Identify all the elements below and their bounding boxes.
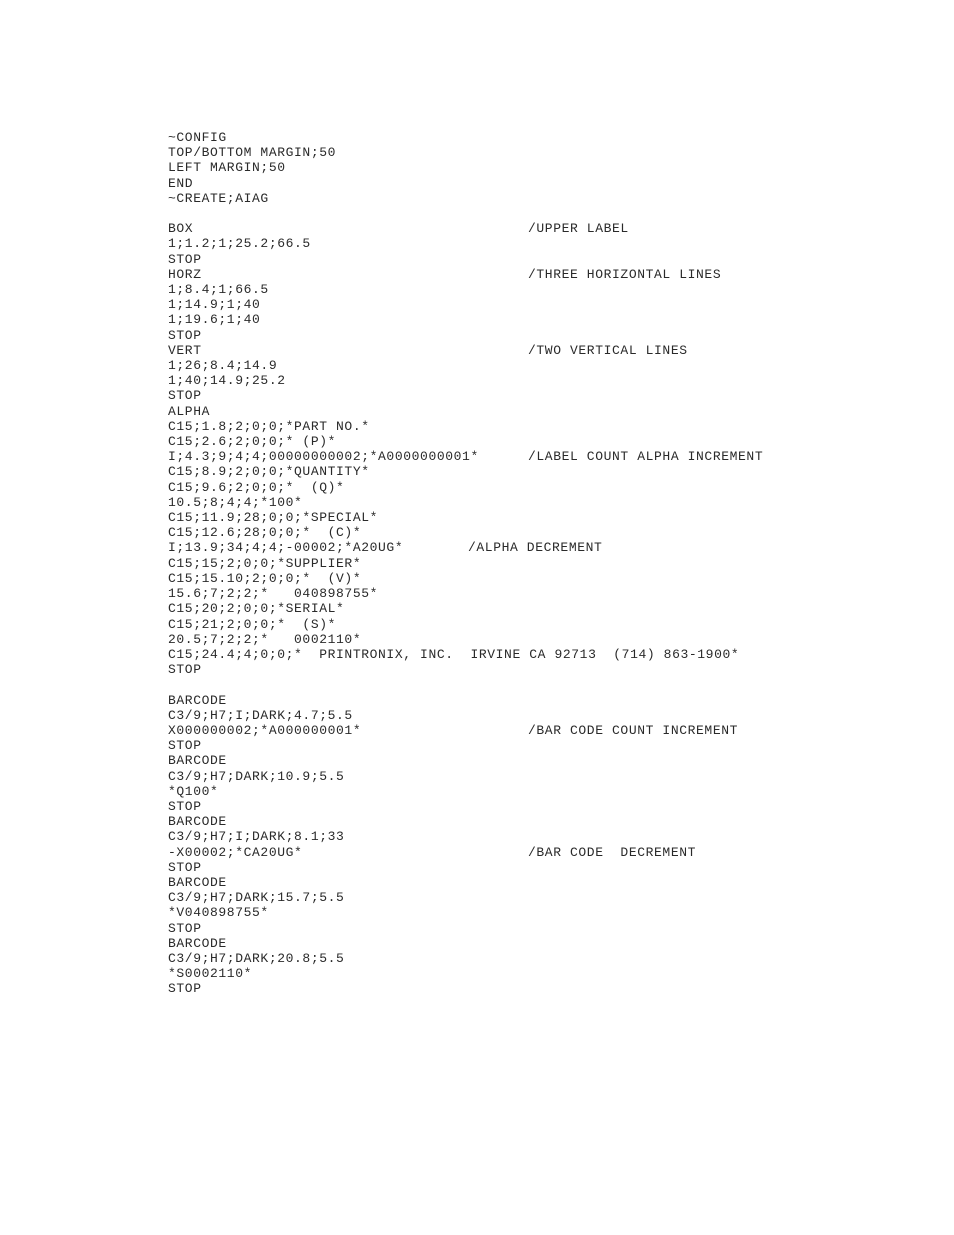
command-text: -X00002;*CA20UG* bbox=[168, 845, 528, 860]
code-line: C15;15;2;0;0;*SUPPLIER* bbox=[168, 556, 954, 571]
code-line: 1;1.2;1;25.2;66.5 bbox=[168, 236, 954, 251]
code-line: BOX/UPPER LABEL bbox=[168, 221, 954, 236]
code-line bbox=[168, 677, 954, 692]
code-line: HORZ/THREE HORIZONTAL LINES bbox=[168, 267, 954, 282]
code-line: BARCODE bbox=[168, 814, 954, 829]
code-line: I;4.3;9;4;4;00000000002;*A0000000001*/LA… bbox=[168, 449, 954, 464]
comment-text: /LABEL COUNT ALPHA INCREMENT bbox=[528, 449, 763, 464]
code-line: C15;20;2;0;0;*SERIAL* bbox=[168, 601, 954, 616]
code-line: ~CREATE;AIAG bbox=[168, 191, 954, 206]
code-line: C3/9;H7;DARK;15.7;5.5 bbox=[168, 890, 954, 905]
command-text: HORZ bbox=[168, 267, 528, 282]
code-line: C3/9;H7;I;DARK;8.1;33 bbox=[168, 829, 954, 844]
code-line: ~CONFIG bbox=[168, 130, 954, 145]
code-line: X000000002;*A000000001*/BAR CODE COUNT I… bbox=[168, 723, 954, 738]
command-text: VERT bbox=[168, 343, 528, 358]
comment-text: /UPPER LABEL bbox=[528, 221, 629, 236]
code-line: STOP bbox=[168, 328, 954, 343]
code-line: C15;11.9;28;0;0;*SPECIAL* bbox=[168, 510, 954, 525]
code-line: C15;24.4;4;0;0;* PRINTRONIX, INC. IRVINE… bbox=[168, 647, 954, 662]
code-line: END bbox=[168, 176, 954, 191]
code-line: *Q100* bbox=[168, 784, 954, 799]
code-line: STOP bbox=[168, 662, 954, 677]
code-line: STOP bbox=[168, 252, 954, 267]
code-line: 1;26;8.4;14.9 bbox=[168, 358, 954, 373]
code-line: 10.5;8;4;4;*100* bbox=[168, 495, 954, 510]
code-line: C15;9.6;2;0;0;* (Q)* bbox=[168, 480, 954, 495]
code-line: C15;21;2;0;0;* (S)* bbox=[168, 617, 954, 632]
code-line: 1;14.9;1;40 bbox=[168, 297, 954, 312]
code-line: *V040898755* bbox=[168, 905, 954, 920]
code-line: C3/9;H7;I;DARK;4.7;5.5 bbox=[168, 708, 954, 723]
code-line: STOP bbox=[168, 799, 954, 814]
code-line: 15.6;7;2;2;* 040898755* bbox=[168, 586, 954, 601]
code-line: C15;8.9;2;0;0;*QUANTITY* bbox=[168, 464, 954, 479]
code-line: C15;1.8;2;0;0;*PART NO.* bbox=[168, 419, 954, 434]
code-line: 1;19.6;1;40 bbox=[168, 312, 954, 327]
comment-text: /BAR CODE COUNT INCREMENT bbox=[528, 723, 738, 738]
code-line: BARCODE bbox=[168, 936, 954, 951]
code-line: I;13.9;34;4;4;-00002;*A20UG*/ALPHA DECRE… bbox=[168, 540, 954, 555]
code-line: -X00002;*CA20UG*/BAR CODE DECREMENT bbox=[168, 845, 954, 860]
code-line bbox=[168, 206, 954, 221]
code-line: C15;2.6;2;0;0;* (P)* bbox=[168, 434, 954, 449]
code-line: VERT/TWO VERTICAL LINES bbox=[168, 343, 954, 358]
command-text: X000000002;*A000000001* bbox=[168, 723, 528, 738]
code-line: C15;12.6;28;0;0;* (C)* bbox=[168, 525, 954, 540]
code-line: 1;40;14.9;25.2 bbox=[168, 373, 954, 388]
code-line: STOP bbox=[168, 921, 954, 936]
code-line: BARCODE bbox=[168, 753, 954, 768]
code-line: 1;8.4;1;66.5 bbox=[168, 282, 954, 297]
code-line: ALPHA bbox=[168, 404, 954, 419]
code-line: STOP bbox=[168, 860, 954, 875]
code-line: C3/9;H7;DARK;10.9;5.5 bbox=[168, 769, 954, 784]
code-line: C3/9;H7;DARK;20.8;5.5 bbox=[168, 951, 954, 966]
code-line: TOP/BOTTOM MARGIN;50 bbox=[168, 145, 954, 160]
comment-text: /THREE HORIZONTAL LINES bbox=[528, 267, 721, 282]
command-text: I;4.3;9;4;4;00000000002;*A0000000001* bbox=[168, 449, 528, 464]
code-line: LEFT MARGIN;50 bbox=[168, 160, 954, 175]
code-line: 20.5;7;2;2;* 0002110* bbox=[168, 632, 954, 647]
comment-text: /BAR CODE DECREMENT bbox=[528, 845, 696, 860]
code-line: STOP bbox=[168, 981, 954, 996]
code-line: BARCODE bbox=[168, 693, 954, 708]
comment-text: /TWO VERTICAL LINES bbox=[528, 343, 688, 358]
code-line: *S0002110* bbox=[168, 966, 954, 981]
code-line: BARCODE bbox=[168, 875, 954, 890]
code-listing: ~CONFIGTOP/BOTTOM MARGIN;50LEFT MARGIN;5… bbox=[0, 0, 954, 997]
code-line: STOP bbox=[168, 738, 954, 753]
comment-text: /ALPHA DECREMENT bbox=[468, 540, 602, 555]
code-line: STOP bbox=[168, 388, 954, 403]
command-text: BOX bbox=[168, 221, 528, 236]
code-line: C15;15.10;2;0;0;* (V)* bbox=[168, 571, 954, 586]
